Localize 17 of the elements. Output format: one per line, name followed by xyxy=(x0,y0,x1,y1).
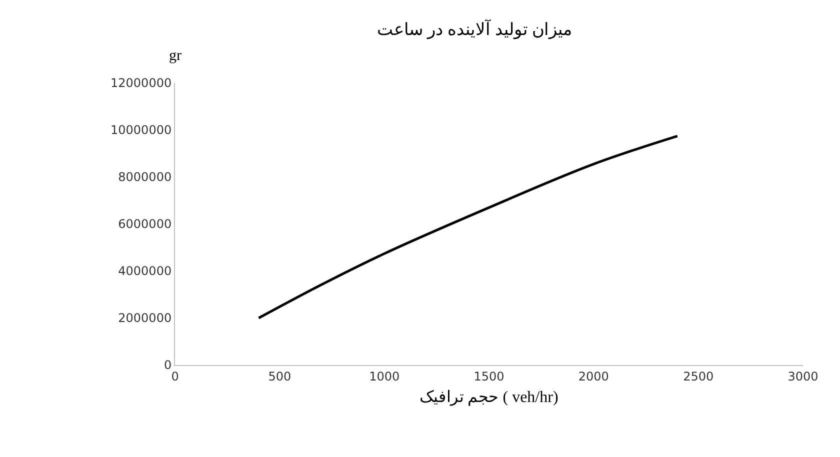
x-tick-label: 1500 xyxy=(474,369,504,384)
x-tick-label: 500 xyxy=(268,369,292,384)
y-axis-title: gr xyxy=(169,48,182,64)
y-tick-label: 2000000 xyxy=(118,311,172,326)
y-tick-label: 6000000 xyxy=(118,217,172,232)
chart-title: میزان تولید آلاینده در ساعت xyxy=(377,18,572,40)
x-tick-label: 3000 xyxy=(788,369,818,384)
x-tick-label: 2500 xyxy=(683,369,714,384)
x-axis-title: حجم ترافیک ( veh/hr) xyxy=(420,389,558,406)
y-tick-label: 0 xyxy=(164,358,172,372)
y-tick-label: 10000000 xyxy=(110,123,172,138)
x-tick-label: 2000 xyxy=(578,369,609,384)
y-tick-label: 8000000 xyxy=(118,170,172,184)
x-tick-label: 1000 xyxy=(369,369,400,384)
y-tick-label: 12000000 xyxy=(110,76,172,90)
line-series xyxy=(257,134,679,320)
y-tick-label: 4000000 xyxy=(118,264,172,278)
